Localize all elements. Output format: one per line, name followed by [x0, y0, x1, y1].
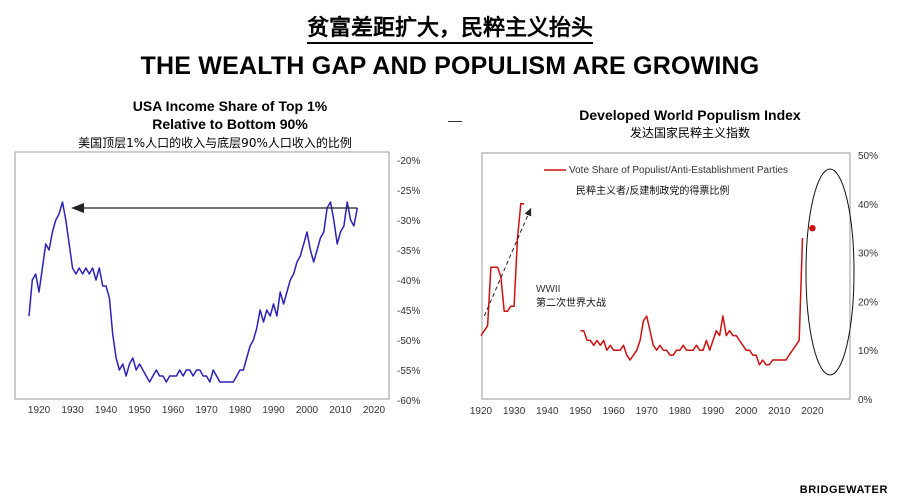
left-x-tick-label: 2010 — [329, 405, 352, 416]
right-y-tick-label: 20% — [858, 297, 878, 308]
left-series-line — [28, 201, 359, 383]
left-x-tick-label: 2020 — [363, 405, 386, 416]
left-x-tick-label: 1970 — [195, 405, 218, 416]
right-y-tick-label: 40% — [858, 200, 878, 211]
right-chart-frame — [481, 152, 851, 400]
left-chart-title-line1: USA Income Share of Top 1% — [132, 98, 328, 114]
left-x-tick-label: 2000 — [296, 405, 319, 416]
wwii-annotation: WWII — [536, 284, 560, 295]
legend-label-cn: 民粹主义者/反建制政党的得票比例 — [576, 184, 729, 197]
right-x-tick-label: 1990 — [702, 406, 725, 417]
right-x-tick-label: 1930 — [503, 406, 526, 417]
latest-point-marker — [809, 225, 816, 232]
right-x-tick-label: 1960 — [602, 406, 625, 417]
right-series-line — [580, 237, 804, 366]
wwii-annotation-cn: 第二次世界大战 — [536, 296, 606, 309]
legend-label: Vote Share of Populist/Anti-Establishmen… — [569, 165, 788, 176]
brand-logo: BRIDGEWATER — [799, 484, 888, 496]
right-x-tick-label: 2000 — [735, 406, 758, 417]
left-y-tick-label: -50% — [397, 336, 420, 347]
left-x-tick-label: 1990 — [262, 405, 285, 416]
right-y-tick-label: 30% — [858, 249, 878, 260]
right-chart-title: Developed World Populism Index — [579, 107, 801, 123]
right-x-tick-label: 1980 — [669, 406, 692, 417]
separator-dash — [448, 121, 462, 122]
left-chart-frame — [14, 151, 390, 400]
left-x-tick-label: 1960 — [162, 405, 185, 416]
right-y-tick-label: 50% — [858, 151, 878, 162]
right-x-tick-label: 1970 — [636, 406, 659, 417]
left-chart-subtitle: 美国顶层1%人口的收入与底层90%人口收入的比例 — [78, 136, 352, 150]
right-x-tick-label: 1940 — [536, 406, 559, 417]
right-x-tick-label: 2010 — [768, 406, 791, 417]
right-x-tick-label: 1950 — [569, 406, 592, 417]
left-x-tick-label: 1950 — [128, 405, 151, 416]
left-x-tick-label: 1920 — [28, 405, 51, 416]
recent-rise-highlight-ellipse — [805, 168, 855, 376]
left-y-tick-label: -60% — [397, 396, 420, 407]
right-chart-subtitle: 发达国家民粹主义指数 — [629, 126, 750, 140]
trend-dashed-arrow — [483, 207, 532, 317]
left-y-tick-label: -55% — [397, 366, 420, 377]
left-chart-title: USA Income Share of Top 1% Relative to B… — [40, 97, 420, 133]
left-y-tick-label: -40% — [397, 276, 420, 287]
right-x-tick-label: 1920 — [470, 406, 493, 417]
left-y-tick-label: -35% — [397, 246, 420, 257]
left-y-tick-label: -45% — [397, 306, 420, 317]
page-title-chinese: 贫富差距扩大，民粹主义抬头 — [0, 10, 900, 44]
left-x-tick-label: 1940 — [95, 405, 118, 416]
page-title-english: THE WEALTH GAP AND POPULISM ARE GROWING — [140, 52, 760, 80]
left-y-tick-label: -30% — [397, 216, 420, 227]
left-y-tick-label: -20% — [397, 156, 420, 167]
left-chart-title-line2: Relative to Bottom 90% — [152, 116, 308, 132]
left-x-tick-label: 1980 — [229, 405, 252, 416]
right-y-tick-label: 10% — [858, 346, 878, 357]
left-y-tick-label: -25% — [397, 186, 420, 197]
right-x-tick-label: 2020 — [801, 406, 824, 417]
right-y-tick-label: 0% — [858, 395, 873, 406]
left-x-tick-label: 1930 — [61, 405, 84, 416]
right-series-line — [480, 203, 525, 337]
